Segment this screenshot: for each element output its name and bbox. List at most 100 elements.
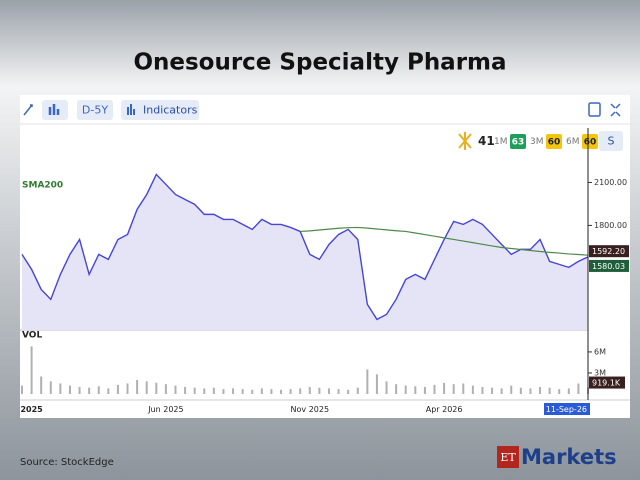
- volume-bar: [318, 387, 321, 394]
- score-icon: [458, 132, 472, 150]
- score-box: [510, 134, 526, 149]
- last-value-box: [589, 259, 629, 272]
- volume-bar: [500, 388, 503, 394]
- volume-bar: [88, 387, 91, 394]
- overall-score: 41: [478, 134, 495, 148]
- volume-title: VOL: [22, 331, 42, 341]
- volume-bar: [145, 381, 148, 394]
- s-button[interactable]: [599, 131, 623, 151]
- volume-bar: [241, 389, 244, 394]
- range-label: D-5Y: [82, 104, 108, 117]
- volume-bar: [443, 382, 446, 394]
- indicators-icon: [127, 104, 135, 115]
- score-period: 1M: [494, 137, 508, 147]
- volume-bar: [385, 381, 388, 394]
- score-value: 60: [584, 138, 597, 148]
- score-period: 6M: [566, 137, 580, 147]
- volume-bar: [212, 387, 215, 394]
- x-tick-label: 2025: [20, 405, 43, 414]
- volume-bar: [184, 386, 187, 394]
- volume-bar: [327, 388, 330, 394]
- volume-bar: [174, 385, 177, 394]
- volume-bar: [395, 384, 398, 394]
- score-value: 60: [548, 138, 561, 148]
- y-tick-label: 6M: [594, 347, 606, 356]
- price-area: [22, 174, 588, 330]
- save-icon[interactable]: [588, 102, 601, 117]
- volume-bar: [68, 385, 71, 394]
- x-tick-label: Jun 2025: [147, 405, 183, 414]
- score-value: 63: [512, 138, 525, 148]
- score-strip: 41 1M 63 3M 60 6M 60 S: [458, 131, 623, 151]
- source: Source: StockEdge: [20, 457, 114, 468]
- volume-bar: [289, 389, 292, 394]
- last-volume-label: 919.1K: [592, 379, 621, 388]
- last-value-label: 1580.03: [592, 262, 625, 271]
- volume-bar: [116, 384, 119, 394]
- volume-bar: [423, 386, 426, 394]
- volume-bar: [78, 386, 81, 394]
- volume-bar: [193, 387, 196, 394]
- volume-bar: [299, 388, 302, 394]
- volume-bar: [404, 385, 407, 394]
- volume-bar: [251, 389, 254, 394]
- indicators-button[interactable]: [121, 100, 199, 120]
- y-tick-label: 2100.00: [594, 178, 627, 187]
- volume-bar: [59, 383, 62, 394]
- volume-bar: [40, 376, 43, 394]
- range-button[interactable]: [77, 100, 113, 120]
- indicators-label: Indicators: [143, 104, 198, 117]
- indicator-label: SMA200: [22, 181, 63, 191]
- volume-bar: [567, 388, 570, 394]
- draw-icon[interactable]: [23, 104, 33, 116]
- volume-bar: [347, 389, 350, 394]
- last-value-box: [589, 245, 629, 258]
- volume-bar: [308, 386, 311, 394]
- volume-bar: [164, 384, 167, 394]
- volume-bar: [260, 388, 263, 394]
- s-label: S: [608, 135, 615, 148]
- volume-bar: [462, 383, 465, 394]
- volume-bar: [558, 389, 561, 394]
- volume-bar: [270, 389, 273, 394]
- volume-bar: [471, 385, 474, 394]
- volume-bar: [414, 386, 417, 394]
- last-volume-box: [589, 376, 625, 389]
- y-tick-label: 3M: [594, 368, 606, 377]
- volume-bar: [481, 386, 484, 394]
- volume-bar: [510, 385, 513, 394]
- volume-bar: [577, 383, 580, 394]
- logo-badge: [497, 446, 519, 468]
- volume-bar: [107, 388, 110, 394]
- volume-bar: [97, 386, 100, 394]
- volume-bar: [452, 384, 455, 394]
- volume-bar: [136, 379, 139, 394]
- volume-bar: [548, 387, 551, 394]
- volume-bar: [30, 346, 33, 394]
- x-tick-label: Apr 2026: [426, 405, 463, 414]
- volume-bar: [366, 369, 369, 394]
- volume-bar: [21, 385, 23, 394]
- volume-bar: [203, 388, 206, 394]
- volume-bar: [539, 386, 542, 394]
- volume-bar: [222, 389, 225, 394]
- volume-bar: [155, 382, 158, 394]
- x-tick-label: Nov 2025: [291, 405, 330, 414]
- x-tick-label: 11-Sep-26: [546, 405, 587, 414]
- fullscreen-icon[interactable]: [610, 103, 621, 117]
- volume-bar: [529, 388, 532, 394]
- volume-bar: [232, 388, 235, 394]
- volume-bar: [491, 387, 494, 394]
- volume-bar: [280, 389, 283, 394]
- y-tick-label: 1800.00: [594, 221, 627, 230]
- volume-bar: [356, 387, 359, 394]
- volume-bar: [126, 383, 129, 394]
- logo-markets: Markets: [521, 445, 617, 469]
- price-line: [21, 173, 589, 321]
- sma-line: [300, 226, 589, 256]
- page-title: Onesource Specialty Pharma: [133, 50, 506, 76]
- volume-bar: [519, 387, 522, 394]
- last-value-label: 1592.20: [592, 247, 625, 256]
- score-box: [582, 134, 598, 149]
